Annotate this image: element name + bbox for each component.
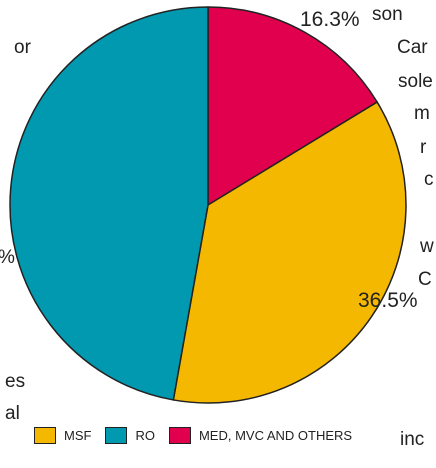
legend-label-msf: MSF <box>64 427 92 443</box>
bg-text-fragment: al <box>5 403 20 424</box>
legend-item-med: MED, MVC AND OTHERS <box>168 426 353 444</box>
bg-text-fragment: m <box>414 103 430 124</box>
bg-text-fragment: w <box>420 236 434 257</box>
chart-legend: MSF RO MED, MVC AND OTHERS <box>34 424 366 446</box>
legend-swatch-ro <box>105 426 128 444</box>
slice-label-msf: 36.5% <box>358 289 418 312</box>
bg-text-fragment: r <box>420 137 427 158</box>
pie-slice-msf <box>172 101 407 404</box>
bg-text-fragment: Car <box>397 37 428 58</box>
legend-item-ro: RO <box>105 426 155 444</box>
bg-text-fragment: or <box>14 37 31 58</box>
legend-label-ro: RO <box>135 427 155 443</box>
bg-text-fragment: es <box>5 371 26 392</box>
bg-text-fragment: c <box>424 169 434 190</box>
legend-swatch-med <box>168 426 191 444</box>
bg-text-fragment: inc <box>400 429 425 450</box>
pie-chart <box>9 6 407 404</box>
bg-text-fragment: C <box>418 269 432 290</box>
bg-text-fragment: sole <box>398 71 433 92</box>
pie-slice-med <box>207 6 378 206</box>
bg-text-fragment: % <box>0 248 15 267</box>
legend-item-msf: MSF <box>34 426 92 444</box>
slice-label-med: 16.3% <box>300 8 360 31</box>
legend-swatch-msf <box>34 426 56 444</box>
bg-text-fragment: son <box>372 4 403 25</box>
pie-slice-ro <box>9 6 209 401</box>
legend-label-med: MED, MVC AND OTHERS <box>198 427 353 443</box>
